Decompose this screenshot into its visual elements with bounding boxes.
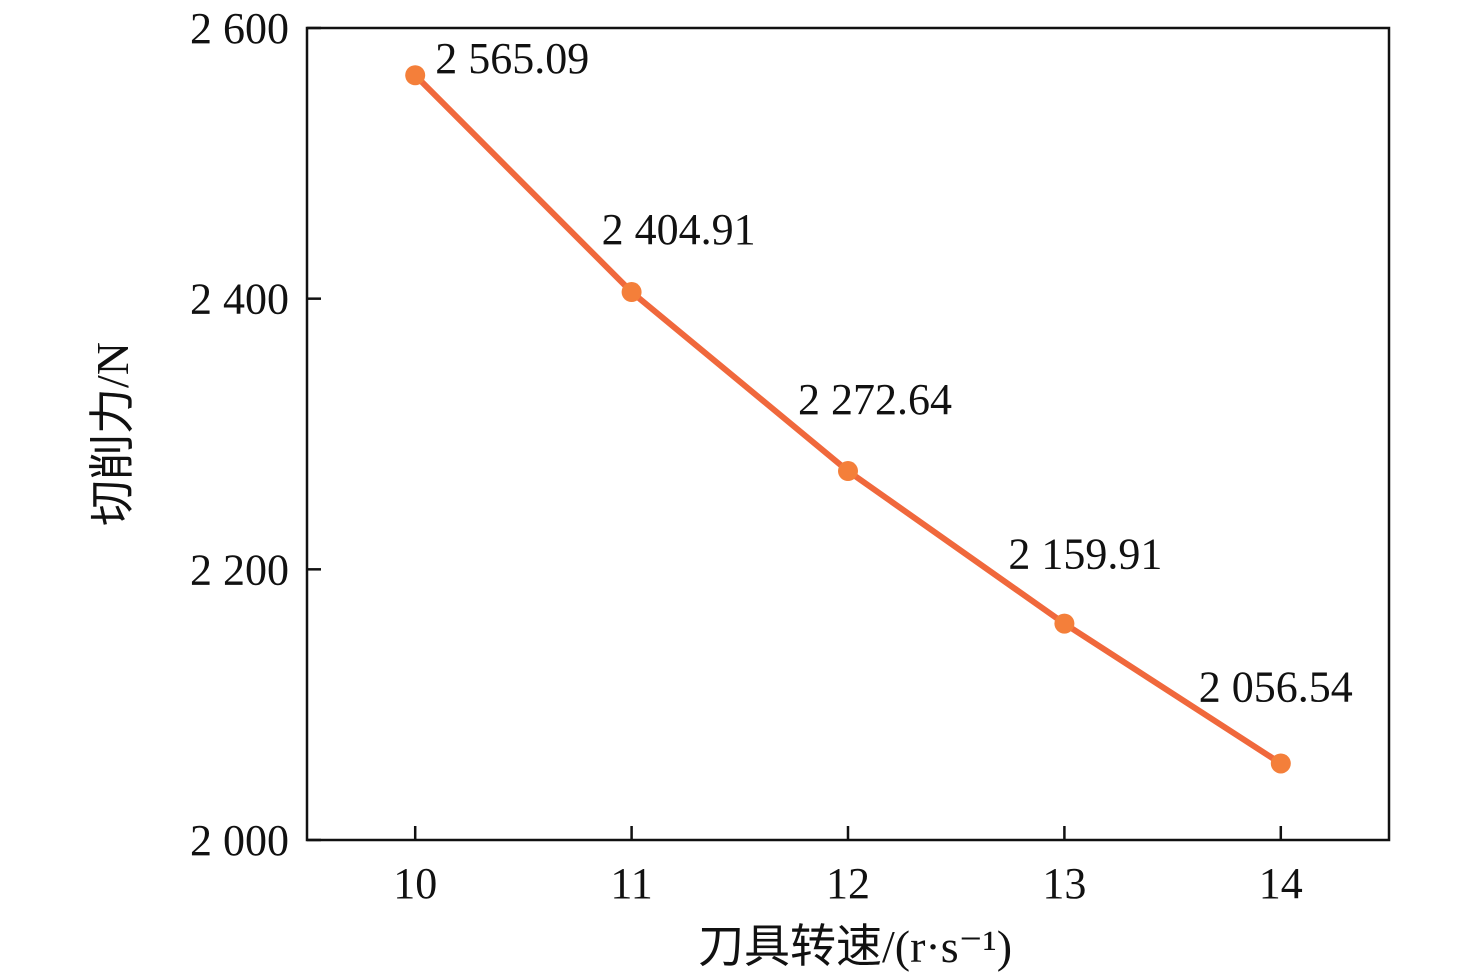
- y-tick-label: 2 400: [190, 275, 289, 324]
- data-label: 2 404.91: [602, 205, 756, 254]
- x-tick-label: 14: [1259, 859, 1303, 908]
- x-axis-title: 刀具转速/(r·s⁻¹): [698, 921, 1012, 972]
- y-axis-title: 切削力/N: [87, 342, 138, 526]
- data-label: 2 056.54: [1199, 662, 1353, 711]
- data-label: 2 272.64: [798, 375, 952, 424]
- data-label: 2 565.09: [435, 34, 589, 83]
- x-axis: 10 11 12 13 14: [393, 826, 1303, 908]
- x-tick-label: 11: [610, 859, 652, 908]
- plot-frame: [305, 26, 1391, 842]
- data-point: [1054, 613, 1075, 634]
- series-layer: [405, 65, 1291, 774]
- data-point: [1270, 753, 1291, 774]
- y-tick-label: 2 600: [190, 4, 289, 53]
- data-point: [405, 65, 426, 86]
- data-labels: 2 565.09 2 404.91 2 272.64 2 159.91 2 056.54: [435, 34, 1353, 711]
- data-label: 2 159.91: [1008, 530, 1162, 579]
- x-tick-label: 12: [826, 859, 870, 908]
- y-axis: 2 000 2 200 2 400 2 600: [190, 4, 321, 865]
- x-tick-label: 10: [393, 859, 437, 908]
- y-tick-label: 2 200: [190, 545, 289, 594]
- data-point: [621, 282, 642, 303]
- y-tick-label: 2 000: [190, 816, 289, 865]
- x-tick-label: 13: [1042, 859, 1086, 908]
- data-point: [838, 461, 858, 482]
